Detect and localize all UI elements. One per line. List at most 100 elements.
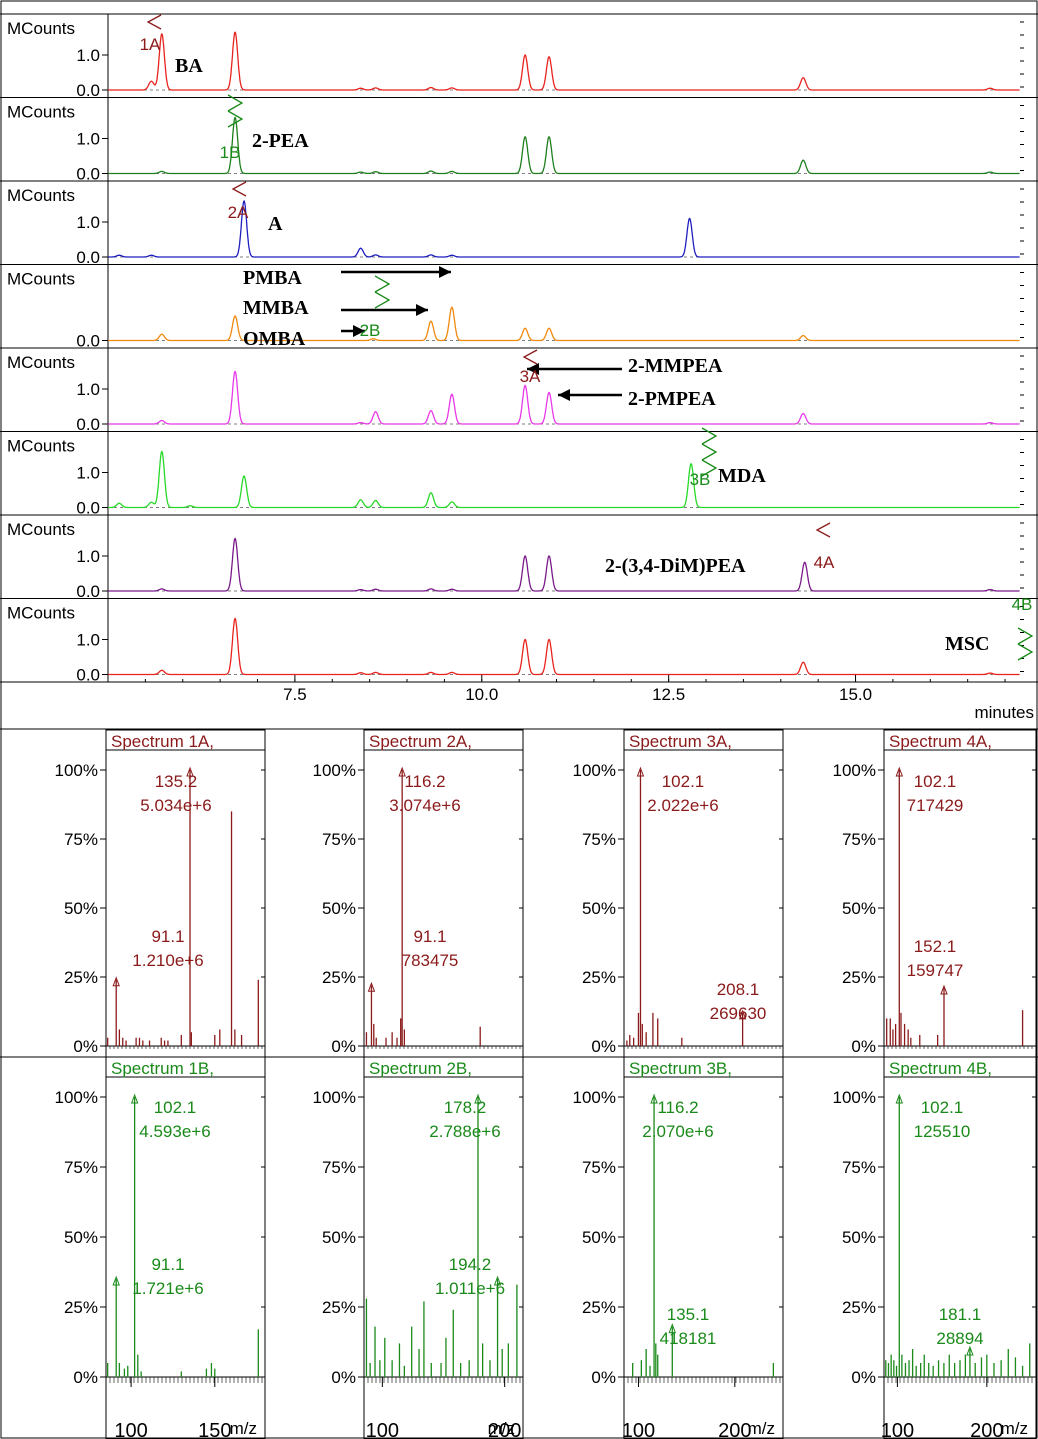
annotation-marker xyxy=(130,1093,139,1104)
annotation-mz: 102.1 xyxy=(914,772,957,791)
y-tick-label: 0.0 xyxy=(76,332,100,351)
spectrum-title: Spectrum 2B, xyxy=(369,1059,472,1078)
annotation-marker xyxy=(367,981,376,992)
spectrum-panel-7: Spectrum 3B, 0% 25% 50% 75% 100% 116.2 2.070e+6… xyxy=(573,1056,784,1439)
y-tick-label: 1.0 xyxy=(76,46,100,65)
compound-label: MMBA xyxy=(243,297,309,319)
annotation-mz: 181.1 xyxy=(939,1305,982,1324)
spectrum-panel-5: Spectrum 1B, 0% 25% 50% 75% 100% 102.1 4.593e+6… xyxy=(55,1056,266,1439)
annotation-marker xyxy=(966,1345,974,1356)
annotation-mz: 135.1 xyxy=(667,1305,710,1324)
marker-flag xyxy=(1017,643,1034,661)
annotation-mz: 135.2 xyxy=(155,772,198,791)
annotation-arrowhead xyxy=(439,266,451,278)
y-tick-label: 50% xyxy=(64,899,98,918)
x-tick-label: 100 xyxy=(622,1420,655,1439)
spectrum-frame xyxy=(363,1056,524,1439)
spectra-grid: Spectrum 1A, 0% 25% 50% 75% 100% 135.2 5.034e+6… xyxy=(0,729,1038,1439)
y-tick-label: 75% xyxy=(582,830,616,849)
y-tick-label: 25% xyxy=(322,968,356,987)
annotation-marker xyxy=(112,976,120,987)
y-tick-label: 75% xyxy=(64,1158,98,1177)
marker-label: 2B xyxy=(360,321,381,340)
annotation-intensity: 717429 xyxy=(907,796,964,815)
annotation-marker xyxy=(668,1323,676,1334)
x-tick-label: 200 xyxy=(970,1420,1003,1439)
spectrum-panel-1: Spectrum 1A, 0% 25% 50% 75% 100% 135.2 5.034e+6… xyxy=(55,729,266,1058)
y-tick-label: 0.0 xyxy=(76,415,100,434)
annotation-arrowhead xyxy=(558,389,570,401)
y-tick-label: 100% xyxy=(313,1088,356,1107)
marker-flag xyxy=(1017,627,1034,645)
y-tick-label: 0% xyxy=(591,1368,616,1387)
chromatogram-panel-5: MCounts 0.0 1.0 2-MMPEA 2-PMPEA 3A xyxy=(0,348,1038,434)
spectrum-frame xyxy=(105,1056,266,1439)
y-tick-label: 0% xyxy=(73,1037,98,1056)
y-tick-label: 1.0 xyxy=(76,380,100,399)
spectrum-panel-8: Spectrum 4B, 0% 25% 50% 75% 100% 102.1 125510 18… xyxy=(833,1056,1037,1439)
y-tick-label: 0.0 xyxy=(76,666,100,685)
compound-label: 2-(3,4-DiM)PEA xyxy=(605,555,746,577)
y-unit-label: MCounts xyxy=(7,19,75,38)
y-tick-label: 1.0 xyxy=(76,464,100,483)
compound-label: MDA xyxy=(718,465,766,487)
spectrum-frame xyxy=(623,1056,784,1439)
spectrum-panel-3: Spectrum 3A, 0% 25% 50% 75% 100% 102.1 2.022e+6… xyxy=(573,729,784,1058)
annotation-mz: 116.2 xyxy=(657,1098,698,1117)
marker-label: 4B xyxy=(1012,595,1033,614)
marker-flag xyxy=(701,459,718,477)
spectrum-title: Spectrum 1B, xyxy=(111,1059,214,1078)
y-unit-label: MCounts xyxy=(7,437,75,456)
y-tick-label: 50% xyxy=(842,1228,876,1247)
y-tick-label: 0% xyxy=(331,1368,356,1387)
spectrum-panel-4: Spectrum 4A, 0% 25% 50% 75% 100% 102.1 717429 15… xyxy=(833,729,1037,1058)
compound-label: 2-PMPEA xyxy=(628,388,716,410)
y-unit-label: MCounts xyxy=(7,604,75,623)
annotation-mz: 116.2 xyxy=(404,772,445,791)
marker-label: 4A xyxy=(814,553,835,572)
spectrum-title: Spectrum 3A, xyxy=(629,732,732,751)
y-tick-label: 25% xyxy=(842,1298,876,1317)
y-tick-label: 100% xyxy=(833,1088,876,1107)
chromatogram-trace xyxy=(108,31,1020,91)
spectrum-panel-2: Spectrum 2A, 0% 25% 50% 75% 100% 116.2 3.074e+6… xyxy=(313,729,524,1058)
chromatogram-panel-2: MCounts 0.0 1.0 2-PEA 1B xyxy=(0,94,1038,184)
y-tick-label: 0% xyxy=(591,1037,616,1056)
y-tick-label: 75% xyxy=(582,1158,616,1177)
compound-label: 2-PEA xyxy=(252,130,309,152)
y-tick-label: 100% xyxy=(573,761,616,780)
chromatogram-trace xyxy=(108,116,1020,175)
x-tick-label: 150 xyxy=(198,1420,231,1439)
spectrum-title: Spectrum 2A, xyxy=(369,732,472,751)
y-tick-label: 0.0 xyxy=(76,248,100,267)
y-unit-label: MCounts xyxy=(7,353,75,372)
y-tick-label: 25% xyxy=(582,968,616,987)
annotation-mz: 178.2 xyxy=(444,1098,487,1117)
marker-label: 3A xyxy=(520,367,541,386)
y-tick-label: 0.0 xyxy=(76,81,100,100)
compound-label: MSC xyxy=(945,633,989,655)
y-tick-label: 0% xyxy=(331,1037,356,1056)
annotation-intensity: 5.034e+6 xyxy=(140,796,211,815)
annotation-intensity: 783475 xyxy=(402,951,459,970)
x-tick-label: 15.0 xyxy=(839,685,872,704)
chromatogram-trace xyxy=(108,450,1020,509)
spectrum-panel-6: Spectrum 2B, 0% 25% 50% 75% 100% 178.2 2.788e+6… xyxy=(313,1056,524,1439)
annotation-mz: 152.1 xyxy=(914,937,957,956)
y-tick-label: 1.0 xyxy=(76,130,100,149)
annotation-marker xyxy=(636,766,645,777)
marker-flag xyxy=(701,427,718,445)
chromatogram-panel-4: MCounts 0.0 PMBA MMBA OMBA 2B xyxy=(0,264,1038,351)
y-tick-label: 50% xyxy=(322,1228,356,1247)
compound-label: BA xyxy=(175,55,203,77)
marker-label: 2A xyxy=(228,203,249,222)
annotation-mz: 102.1 xyxy=(662,772,705,791)
annotation-intensity: 269630 xyxy=(710,1004,767,1023)
annotation-intensity: 1.210e+6 xyxy=(132,951,203,970)
y-tick-label: 0.0 xyxy=(76,499,100,518)
y-tick-label: 75% xyxy=(322,830,356,849)
annotation-intensity: 125510 xyxy=(914,1122,971,1141)
annotation-intensity: 4.593e+6 xyxy=(139,1122,210,1141)
y-tick-label: 50% xyxy=(582,899,616,918)
y-tick-label: 0% xyxy=(851,1037,876,1056)
